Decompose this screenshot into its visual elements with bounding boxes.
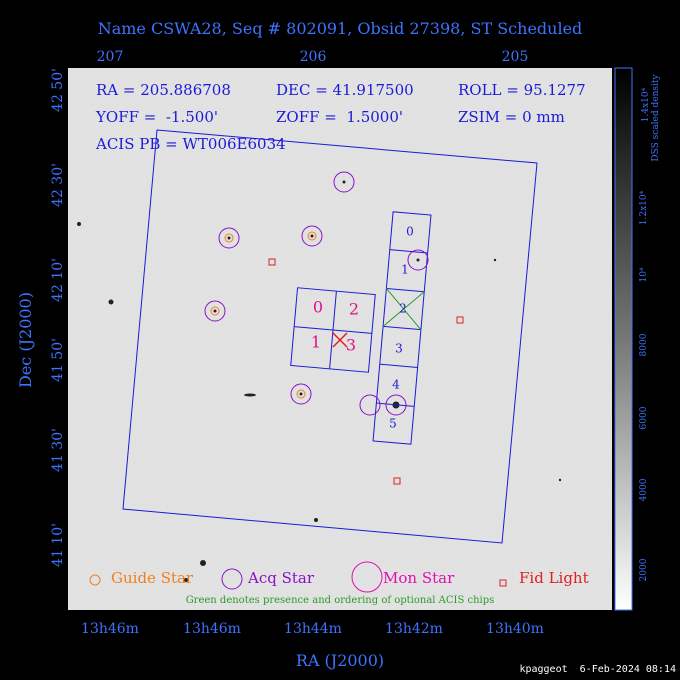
legend-text: Acq Star: [247, 569, 315, 587]
chip-label: 0: [313, 298, 323, 317]
left-tick-label: 42 30': [50, 163, 66, 207]
info-text: ZSIM = 0 mm: [458, 108, 565, 126]
chip-label: 3: [395, 342, 403, 356]
info-text: DEC = 41.917500: [276, 81, 414, 99]
field-outline: [122, 129, 538, 544]
legend-text: Mon Star: [383, 569, 455, 587]
left-tick-label: 41 10': [50, 523, 66, 567]
chip-label: 3: [346, 336, 356, 355]
left-tick-label: 42 50': [50, 68, 66, 112]
y-axis-title: Dec (J2000): [16, 292, 35, 388]
x-axis-title: RA (J2000): [296, 651, 384, 670]
bottom-tick-label: 13h42m: [385, 621, 443, 637]
note: Green denotes presence and ordering of o…: [186, 595, 495, 606]
chip-label: 1: [401, 263, 409, 277]
colorbar: [614, 67, 633, 611]
top-tick-label: 205: [502, 49, 529, 65]
chip-label: 2: [399, 302, 407, 316]
colorbar-label: 4000: [639, 478, 649, 501]
star-markers: [204, 171, 464, 485]
bottom-tick-label: 13h46m: [81, 621, 139, 637]
bottom-tick-label: 13h46m: [183, 621, 241, 637]
top-tick-label: 207: [97, 49, 124, 65]
chip-label: 4: [392, 378, 400, 392]
chip-label: 2: [349, 300, 359, 319]
colorbar-label: 6000: [639, 406, 649, 429]
info-text: ACIS PB = WT006E6034: [95, 135, 286, 153]
acis-s: [372, 211, 432, 445]
info-text: RA = 205.886708: [96, 81, 231, 99]
colorbar-label: 10⁴: [639, 267, 649, 282]
colorbar-label: 1.2x10⁴: [639, 190, 649, 225]
chip-label: 5: [389, 417, 397, 431]
top-tick-label: 206: [300, 49, 327, 65]
left-tick-label: 41 50': [50, 338, 66, 382]
left-tick-label: 42 10': [50, 258, 66, 302]
chip-label: 1: [311, 333, 321, 352]
legend: Guide Star Acq Star Mon Star Fid Light: [89, 561, 589, 593]
title: Name CSWA28, Seq # 802091, Obsid 27398, …: [98, 19, 583, 38]
footer: kpaggeot 6-Feb-2024 08:14: [519, 664, 676, 675]
info-text: YOFF = -1.500': [95, 108, 218, 126]
legend-text: Fid Light: [519, 569, 589, 587]
colorbar-subtitle: DSS scaled density: [651, 73, 661, 161]
left-tick-label: 41 30': [50, 428, 66, 472]
acis-i: [290, 287, 376, 373]
info-text: ROLL = 95.1277: [458, 81, 586, 99]
bottom-tick-label: 13h44m: [284, 621, 342, 637]
bottom-tick-label: 13h40m: [486, 621, 544, 637]
aimpoint: [332, 332, 348, 348]
colorbar-label: 8000: [639, 333, 649, 356]
colorbar-title: 1.4x10⁴: [641, 87, 651, 122]
info-text: ZOFF = 1.5000': [276, 108, 403, 126]
chip-label: 0: [406, 225, 414, 239]
legend-text: Guide Star: [111, 569, 194, 587]
colorbar-label: 2000: [639, 558, 649, 581]
